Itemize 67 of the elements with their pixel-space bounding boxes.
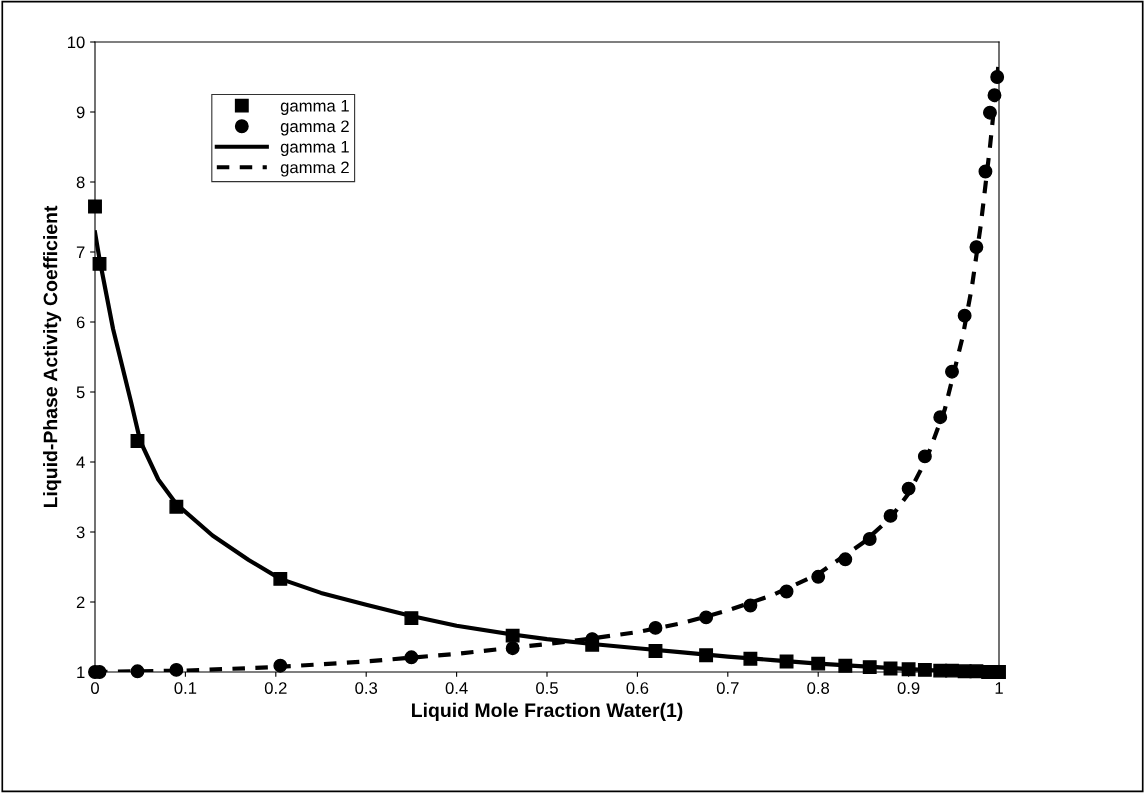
x-tick-label: 0.3 [355, 682, 378, 694]
point [743, 651, 758, 666]
point [648, 644, 663, 658]
point [969, 240, 984, 255]
y-tick-label: 8 [76, 176, 85, 189]
point [505, 641, 520, 656]
point [169, 499, 184, 514]
point [404, 650, 419, 665]
y-tick-label: 7 [76, 246, 85, 259]
y-tick-label: 6 [76, 316, 85, 329]
x-tick-label: 0.6 [626, 682, 649, 694]
legend-label: gamma 1 [280, 141, 349, 157]
point [779, 654, 794, 669]
x-tick-label: 1 [995, 682, 1003, 694]
point [169, 662, 184, 677]
x-tick-label: 0.9 [897, 682, 920, 694]
point [648, 620, 663, 635]
point [838, 658, 853, 673]
point [130, 434, 145, 448]
y-tick-label: 2 [76, 596, 85, 609]
point [699, 648, 714, 663]
y-tick-label: 1 [77, 666, 85, 679]
point [978, 164, 993, 179]
point [779, 584, 794, 599]
point [505, 628, 520, 643]
point [945, 663, 959, 678]
point [838, 552, 853, 567]
x-tick-label: 0.2 [264, 682, 287, 694]
point [933, 410, 948, 425]
point [92, 256, 107, 271]
x-tick-label: 0.1 [174, 682, 197, 694]
x-tick-label: 0.5 [536, 682, 558, 694]
point [404, 611, 419, 626]
point [699, 610, 714, 625]
y-tick-label: 10 [68, 36, 85, 49]
x-axis-title: Liquid Mole Fraction Water(1) [412, 702, 683, 721]
point [862, 532, 877, 546]
point [901, 481, 916, 496]
legend-label: gamma 2 [280, 161, 349, 177]
legend-label: gamma 2 [280, 120, 349, 136]
y-tick-label: 3 [76, 526, 85, 539]
point [811, 569, 826, 584]
y-tick-label: 4 [76, 456, 85, 469]
x-tick-label: 0.8 [807, 682, 830, 694]
y-tick-label: 5 [76, 386, 85, 399]
point [811, 656, 826, 671]
legend-label: gamma 1 [280, 100, 349, 115]
point [957, 308, 972, 323]
x-tick-label: 0.7 [716, 682, 739, 694]
point [983, 105, 997, 120]
point [862, 660, 877, 675]
point [901, 662, 916, 677]
point [273, 571, 288, 586]
point [990, 70, 1005, 84]
point [987, 88, 1002, 103]
point [917, 662, 932, 677]
y-axis-title: Liquid-Phase Activity Coefficient [43, 205, 62, 508]
point [917, 449, 932, 464]
x-tick-label: 0.4 [445, 682, 468, 694]
point [88, 199, 102, 214]
y-tick-label: 9 [76, 106, 85, 119]
point [273, 658, 288, 673]
point [883, 508, 898, 523]
point [945, 364, 959, 379]
point [130, 664, 145, 679]
point [743, 598, 758, 613]
x-tick-label: 0 [91, 682, 99, 694]
